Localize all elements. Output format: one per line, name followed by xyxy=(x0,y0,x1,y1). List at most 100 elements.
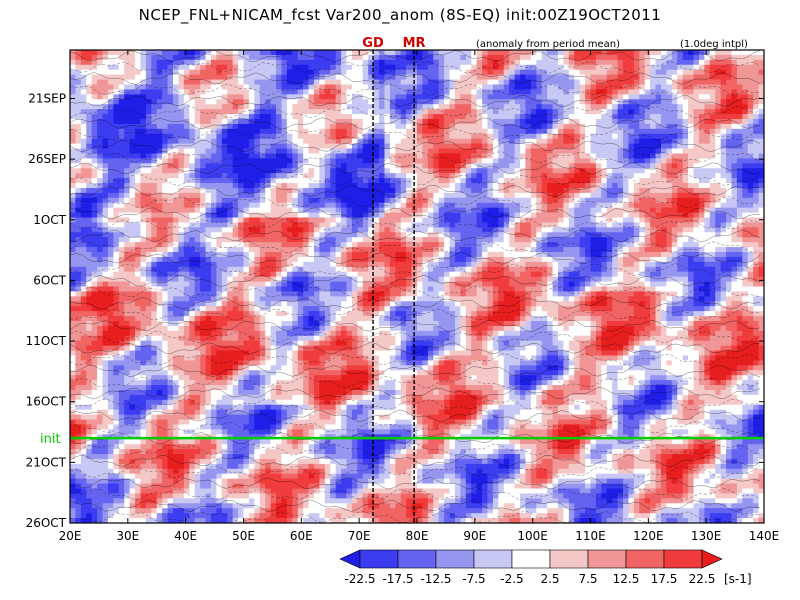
field-cell xyxy=(698,54,705,61)
field-cell xyxy=(460,99,467,105)
field-cell xyxy=(677,148,684,155)
field-cell xyxy=(726,207,733,214)
field-cell xyxy=(129,114,136,120)
field-cell xyxy=(75,227,82,233)
field-cell xyxy=(753,54,760,61)
field-cell xyxy=(205,104,212,110)
field-cell xyxy=(482,50,489,56)
field-cell xyxy=(75,128,82,135)
field-cell xyxy=(373,183,380,189)
field-cell xyxy=(536,202,543,209)
field-cell xyxy=(75,99,82,105)
field-cell xyxy=(660,237,668,243)
field-cell xyxy=(726,153,733,159)
field-cell xyxy=(270,217,277,224)
field-cell xyxy=(259,222,266,228)
field-cell xyxy=(726,197,733,204)
field-cell xyxy=(492,178,499,184)
field-cell xyxy=(585,50,592,56)
field-cell xyxy=(438,192,445,199)
field-cell xyxy=(118,94,125,100)
field-cell xyxy=(400,114,407,120)
field-cell xyxy=(422,69,429,76)
field-cell xyxy=(335,99,342,105)
field-cell xyxy=(324,84,331,91)
field-cell xyxy=(227,163,234,169)
field-cell xyxy=(97,217,104,224)
field-cell xyxy=(720,99,727,105)
field-cell xyxy=(216,207,223,214)
field-cell xyxy=(216,197,223,204)
field-cell xyxy=(270,54,277,61)
field-cell xyxy=(183,94,190,100)
field-cell xyxy=(259,84,266,91)
field-cell xyxy=(86,168,93,174)
field-cell xyxy=(547,212,554,219)
field-cell xyxy=(726,50,733,56)
field-cell xyxy=(666,163,673,169)
field-cell xyxy=(227,178,234,184)
field-cell xyxy=(476,222,483,228)
field-cell xyxy=(107,237,114,243)
field-cell xyxy=(454,148,461,155)
field-cell xyxy=(574,222,581,228)
field-cell xyxy=(536,109,543,115)
field-cell xyxy=(552,123,559,130)
field-cell xyxy=(747,158,754,164)
field-cell xyxy=(341,143,348,150)
field-cell xyxy=(107,89,114,95)
field-cell xyxy=(595,217,602,224)
field-cell xyxy=(91,202,98,209)
field-cell xyxy=(254,183,261,189)
field-cell xyxy=(427,192,434,199)
field-cell xyxy=(644,143,651,150)
field-cell xyxy=(216,168,223,174)
field-cell xyxy=(585,89,592,95)
field-cell xyxy=(617,163,624,169)
field-cell xyxy=(487,128,494,135)
field-cell xyxy=(362,237,369,243)
field-cell xyxy=(633,187,640,194)
field-cell xyxy=(612,163,619,169)
field-cell xyxy=(471,54,478,61)
field-cell xyxy=(406,94,413,100)
field-cell xyxy=(341,158,348,164)
field-cell xyxy=(736,178,743,184)
field-cell xyxy=(530,222,537,228)
field-cell xyxy=(660,128,668,135)
field-cell xyxy=(129,148,136,155)
field-cell xyxy=(297,54,304,61)
field-cell xyxy=(167,64,174,71)
field-cell xyxy=(124,178,131,184)
field-cell xyxy=(601,183,608,189)
field-cell xyxy=(173,153,180,159)
field-cell xyxy=(281,227,288,233)
field-cell xyxy=(167,99,174,105)
field-cell xyxy=(281,237,288,243)
field-cell xyxy=(254,69,261,76)
field-cell xyxy=(617,227,624,233)
field-cell xyxy=(595,54,602,61)
field-cell xyxy=(362,153,369,159)
field-cell xyxy=(102,212,109,219)
field-cell xyxy=(655,84,662,91)
field-cell xyxy=(140,74,147,81)
field-cell xyxy=(471,109,478,115)
field-cell xyxy=(557,207,564,214)
field-cell xyxy=(227,64,234,71)
field-cell xyxy=(379,192,386,199)
field-cell xyxy=(156,217,163,224)
field-cell xyxy=(254,148,261,155)
field-cell xyxy=(552,232,559,238)
field-cell xyxy=(389,79,396,86)
field-cell xyxy=(357,114,364,120)
field-cell xyxy=(286,50,293,56)
field-cell xyxy=(70,109,77,115)
field-cell xyxy=(75,64,82,71)
field-cell xyxy=(742,187,749,194)
field-cell xyxy=(460,187,467,194)
field-cell xyxy=(525,217,532,224)
field-cell xyxy=(395,197,402,204)
field-cell xyxy=(75,217,82,224)
field-cell xyxy=(460,138,467,145)
